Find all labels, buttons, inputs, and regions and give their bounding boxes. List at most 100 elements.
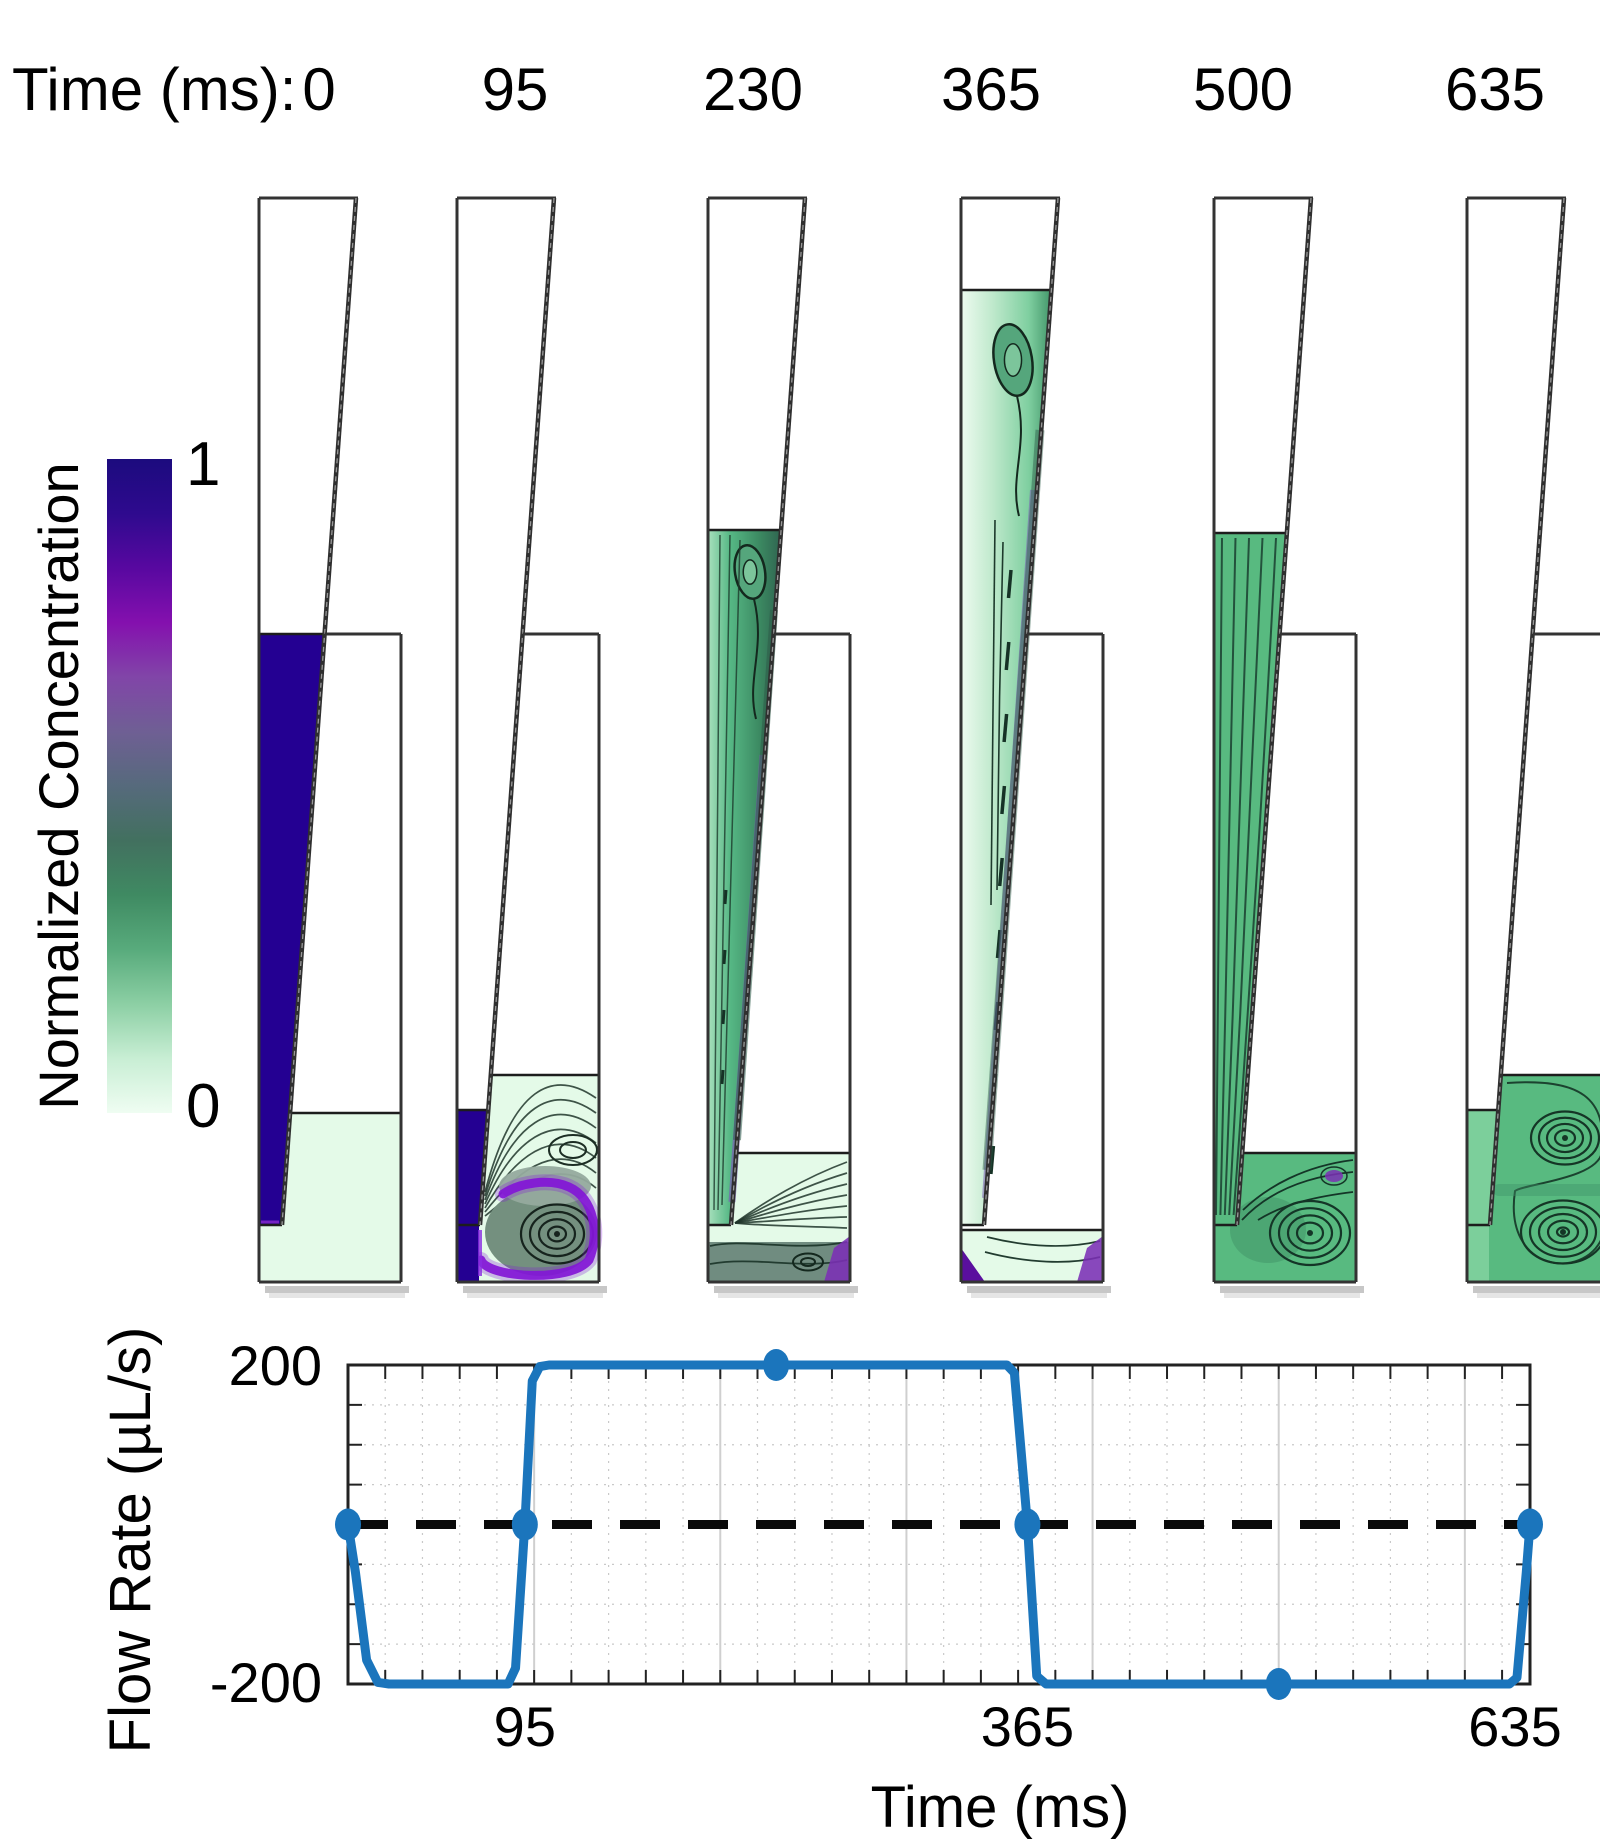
tip-air — [1214, 198, 1311, 533]
tip-vortex — [742, 559, 758, 585]
streamline-dash — [1006, 569, 1013, 599]
tip-air — [457, 198, 554, 1110]
vortex-center — [554, 1231, 560, 1237]
streamline-dash — [722, 949, 727, 965]
snapshot-marker — [1265, 1668, 1292, 1700]
vortex-ring — [559, 1141, 587, 1159]
streamline-dash — [1000, 785, 1007, 815]
streamline — [1242, 1159, 1354, 1211]
colorbar-max-label: 1 — [186, 430, 221, 499]
purple-corner — [824, 1236, 850, 1282]
vortex-ring — [1277, 1207, 1343, 1259]
streamline-dash — [1002, 713, 1009, 743]
vortex-ring — [1537, 1116, 1593, 1160]
well-shadow — [714, 1286, 858, 1293]
streamline-dash — [721, 1009, 726, 1025]
vortex-ring — [1528, 1206, 1598, 1258]
vortex-ring — [1295, 1221, 1325, 1245]
time-row-label: Time (ms): — [12, 56, 297, 123]
streamline — [734, 1172, 848, 1224]
grid — [348, 1365, 1530, 1684]
x-tick-label: 365 — [981, 1695, 1074, 1758]
vortex-ring — [1553, 1129, 1577, 1147]
streamline — [990, 519, 996, 906]
well-shadow — [971, 1293, 1107, 1298]
streamline-dash — [720, 1069, 725, 1085]
well-shadow — [1224, 1293, 1360, 1298]
residual-liquid-corner — [1467, 1225, 1489, 1282]
vortex-ring — [1537, 1212, 1589, 1252]
vortex-center — [1307, 1230, 1313, 1236]
vortex-ring — [528, 1210, 586, 1258]
streamline — [996, 541, 1004, 891]
well-shadow — [463, 1286, 607, 1293]
streamline — [986, 1236, 1101, 1247]
streamline — [1219, 537, 1237, 1216]
tip-vortex — [1003, 343, 1023, 377]
streamline-dash — [723, 889, 728, 905]
well-shadow — [1477, 1293, 1600, 1298]
vortex-ring — [792, 1252, 824, 1272]
streamline — [709, 1241, 848, 1247]
streamline — [484, 1084, 597, 1193]
tip-wall-texture — [1489, 197, 1565, 1226]
vortex-ring — [1268, 1199, 1352, 1267]
tip-air — [708, 198, 805, 530]
streamline — [1223, 537, 1250, 1216]
snapshot-marker — [1517, 1508, 1543, 1541]
well-shadow — [269, 1293, 405, 1298]
streamline — [734, 1216, 848, 1224]
vortex-center — [1562, 1135, 1568, 1141]
vortex-ring — [1529, 1110, 1600, 1166]
vortex-ring — [548, 1134, 598, 1166]
tip-air — [961, 198, 1058, 290]
streamline — [484, 1113, 597, 1201]
time-label-500: 500 — [1192, 56, 1294, 123]
streamline — [484, 1098, 597, 1197]
x-tick-label: 635 — [1468, 1695, 1561, 1758]
snapshot-marker — [511, 1508, 538, 1541]
mixing-blob — [1230, 1197, 1306, 1263]
streamline — [734, 1194, 848, 1224]
vortex-ring — [1320, 1166, 1348, 1186]
purple-corner — [1077, 1236, 1103, 1282]
streamline — [734, 1205, 848, 1224]
well-shadow — [265, 1286, 409, 1293]
colorbar-min-label: 0 — [186, 1072, 221, 1141]
streamline — [713, 534, 721, 1211]
x-axis-title: Time (ms) — [871, 1775, 1130, 1840]
snapshot-marker — [763, 1349, 790, 1381]
mixing-band — [1493, 1184, 1600, 1196]
well-liquid — [961, 1230, 1103, 1282]
streamline — [734, 1161, 848, 1224]
well-shadow — [467, 1293, 603, 1298]
tip-wall-texture — [730, 197, 806, 1226]
time-label-230: 230 — [702, 56, 804, 123]
streamline-dash — [997, 857, 1004, 887]
snapshot-panel-t0 — [257, 196, 409, 1298]
snapshot-marker — [335, 1508, 361, 1541]
vortex-center — [1560, 1229, 1566, 1235]
streamline — [1215, 537, 1223, 1216]
vortex-ring — [800, 1257, 816, 1267]
streamline — [1228, 537, 1264, 1216]
streamline — [484, 1128, 597, 1205]
snapshot-panel-t500 — [1212, 196, 1364, 1298]
snapshot-panel-t635 — [1465, 196, 1600, 1298]
streamline — [1015, 395, 1022, 517]
streamline — [1232, 537, 1277, 1216]
well-shadow — [1220, 1286, 1364, 1293]
tip-wall-texture — [281, 197, 357, 1226]
snapshot-panel-t95 — [455, 196, 607, 1298]
snapshot-panel-t365 — [959, 196, 1111, 1298]
time-label-365: 365 — [940, 56, 1042, 123]
vortex-ring — [1555, 1226, 1571, 1238]
streamline-dash — [989, 1145, 996, 1175]
well-shadow — [718, 1293, 854, 1298]
tip-liquid — [259, 634, 325, 1225]
axis-ticks — [348, 1365, 1530, 1684]
streamline — [1257, 1191, 1354, 1221]
tip-liquid — [1214, 533, 1287, 1225]
streamline — [717, 534, 731, 1211]
vortex-ring — [537, 1218, 577, 1250]
